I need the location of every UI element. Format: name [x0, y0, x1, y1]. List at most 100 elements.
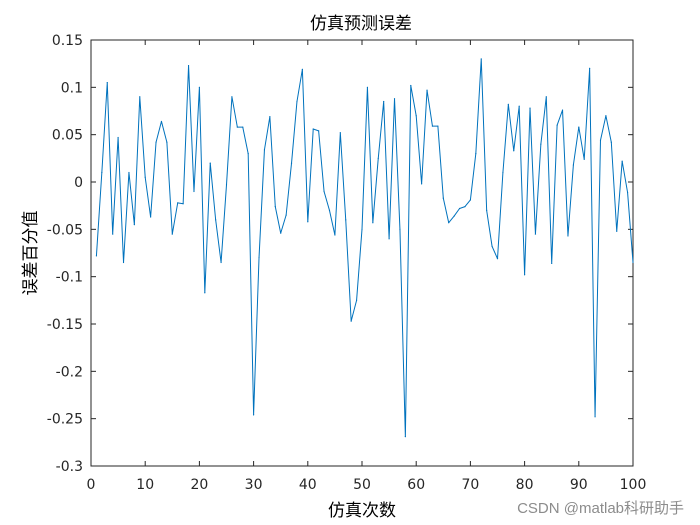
x-tick-label: 100: [620, 477, 647, 493]
chart-title: 仿真预测误差: [310, 14, 412, 34]
data-point: [171, 233, 173, 235]
x-tick-label: 70: [461, 477, 479, 493]
data-point: [540, 143, 542, 145]
y-tick-label: -0.25: [47, 412, 83, 428]
data-point: [150, 216, 152, 218]
data-point: [204, 292, 206, 294]
data-point: [128, 171, 130, 174]
data-point: [453, 215, 455, 217]
data-point: [448, 222, 450, 224]
data-point: [610, 141, 612, 143]
data-point: [290, 162, 293, 164]
data-point: [496, 258, 499, 260]
y-tick-label: 0.05: [52, 128, 83, 144]
data-point: [431, 125, 434, 127]
data-point: [166, 141, 168, 143]
data-point: [361, 228, 363, 230]
y-tick-label: -0.1: [56, 270, 83, 286]
data-point: [545, 96, 547, 98]
x-tick-label: 20: [190, 477, 208, 493]
data-point: [187, 64, 190, 67]
data-point: [220, 261, 222, 264]
data-point: [464, 206, 466, 208]
data-point: [583, 158, 585, 160]
data-point: [594, 416, 596, 418]
data-point: [507, 103, 509, 105]
data-point: [144, 176, 146, 178]
data-point: [231, 96, 233, 98]
data-point: [393, 98, 396, 100]
data-point: [307, 221, 309, 223]
data-point: [345, 219, 347, 221]
data-point: [225, 184, 228, 186]
data-point: [572, 164, 574, 166]
data-point: [589, 67, 591, 69]
data-point: [95, 255, 98, 257]
data-point: [415, 115, 417, 117]
data-point: [567, 235, 569, 237]
data-point: [518, 105, 520, 107]
series-layer: [95, 58, 634, 438]
data-point: [404, 436, 406, 438]
data-point: [426, 89, 428, 91]
data-point: [632, 261, 634, 264]
data-point: [383, 100, 385, 103]
data-point: [621, 160, 623, 162]
data-point: [534, 233, 537, 235]
data-point: [215, 219, 217, 221]
x-axis: 0 10 20 30 40 50 60 70 80 90 100: [87, 40, 647, 493]
data-point: [242, 126, 244, 128]
x-tick-label: 60: [407, 477, 425, 493]
x-tick-label: 0: [87, 477, 96, 493]
data-point: [269, 116, 271, 118]
x-tick-label: 40: [299, 477, 317, 493]
y-tick-label: -0.3: [56, 459, 83, 475]
data-point: [469, 199, 471, 201]
data-point: [209, 162, 211, 164]
data-point: [578, 126, 580, 128]
data-point: [285, 214, 287, 216]
data-point: [182, 203, 184, 205]
data-point: [366, 86, 369, 88]
data-point: [155, 141, 157, 143]
data-point: [177, 202, 179, 204]
plot-area: [90, 39, 634, 467]
data-point: [122, 261, 125, 264]
data-point: [475, 153, 477, 155]
data-point: [442, 197, 444, 199]
data-point: [101, 171, 103, 174]
data-point: [616, 230, 618, 232]
data-point: [328, 209, 331, 211]
data-point: [258, 257, 260, 259]
x-tick-label: 10: [136, 477, 154, 493]
data-point: [112, 233, 114, 235]
data-point: [502, 171, 504, 174]
data-point: [605, 115, 607, 117]
x-tick-label: 80: [516, 477, 534, 493]
data-point: [133, 224, 135, 226]
data-point: [139, 96, 141, 98]
data-point: [263, 149, 266, 151]
data-point: [480, 58, 482, 60]
data-point: [236, 126, 238, 128]
data-point: [399, 228, 401, 230]
data-point: [388, 238, 390, 240]
data-point: [253, 414, 255, 416]
data-point: [421, 183, 423, 185]
data-point: [556, 124, 558, 126]
data-point: [551, 262, 553, 265]
y-tick-label: -0.2: [56, 364, 83, 380]
y-tick-label: -0.15: [47, 317, 83, 333]
x-tick-label: 90: [570, 477, 588, 493]
x-tick-label: 30: [245, 477, 263, 493]
data-point: [513, 150, 515, 152]
data-point: [410, 84, 412, 87]
data-point: [117, 136, 119, 139]
data-point: [280, 232, 282, 234]
data-point: [106, 82, 108, 84]
data-point: [377, 157, 379, 159]
data-point: [355, 299, 358, 301]
data-point: [318, 130, 320, 132]
x-axis-label: 仿真次数: [328, 501, 396, 521]
data-point: [437, 125, 439, 127]
